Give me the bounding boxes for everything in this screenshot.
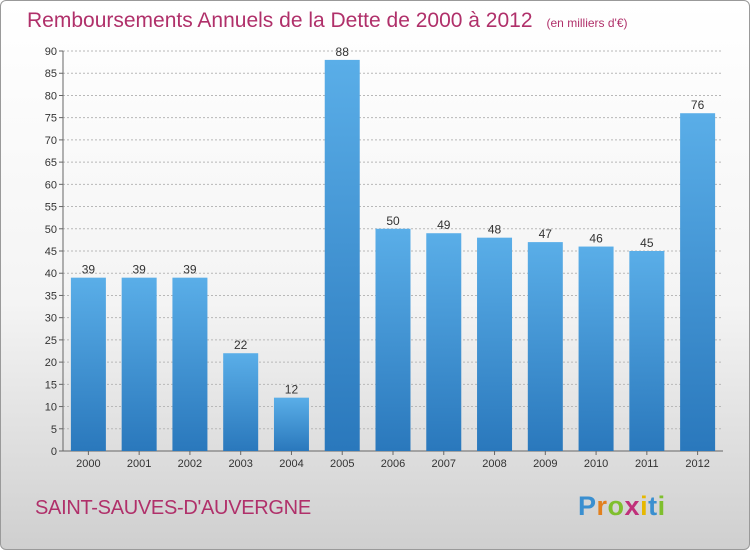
y-tick-label: 70 xyxy=(45,135,57,147)
bar-value-label: 47 xyxy=(539,227,553,241)
x-tick-label: 2000 xyxy=(76,458,100,470)
chart-unit: (en milliers d'€) xyxy=(546,16,628,30)
x-tick-label: 2006 xyxy=(381,458,405,470)
bar xyxy=(527,242,563,451)
y-tick-label: 20 xyxy=(45,357,57,369)
x-tick-label: 2009 xyxy=(533,458,557,470)
logo-letter: o xyxy=(607,491,625,521)
bar xyxy=(223,353,259,451)
logo-letter: i xyxy=(640,491,649,521)
bar-value-label: 76 xyxy=(691,98,705,112)
logo-letter: i xyxy=(657,491,666,521)
y-tick-label: 25 xyxy=(45,335,57,347)
y-tick-label: 55 xyxy=(45,202,57,214)
y-tick-label: 50 xyxy=(45,224,57,236)
bar xyxy=(426,233,462,451)
axis-layer: 0 5 10 15 20 25 30 35 40 45 50 55 60 65 70 75 80 85 90 2000… xyxy=(45,46,723,470)
y-tick-label: 75 xyxy=(45,113,57,125)
y-tick-label: 65 xyxy=(45,157,57,169)
label-layer: 39 39 39 22 12 88 50 49 48 47 46 45 76 xyxy=(82,45,705,397)
x-tick-label: 2004 xyxy=(279,458,303,470)
y-tick-label: 35 xyxy=(45,290,57,302)
bar-layer xyxy=(70,59,716,452)
bar-value-label: 12 xyxy=(285,383,299,397)
bar-value-label: 39 xyxy=(183,263,197,277)
x-tick-label: 2005 xyxy=(330,458,354,470)
logo-letter: r xyxy=(596,491,608,521)
x-tick-label: 2011 xyxy=(635,458,659,470)
bar xyxy=(70,277,106,451)
bar-value-label: 48 xyxy=(488,223,502,237)
bar xyxy=(680,113,716,451)
x-tick-label: 2003 xyxy=(228,458,252,470)
logo-letter: x xyxy=(624,491,641,521)
proxiti-logo: Proxiti xyxy=(578,491,666,522)
bar xyxy=(121,277,157,451)
x-tick-label: 2010 xyxy=(584,458,608,470)
bar xyxy=(477,237,513,451)
x-tick-label: 2008 xyxy=(482,458,506,470)
chart-title: Remboursements Annuels de la Dette de 20… xyxy=(27,9,533,32)
y-tick-label: 90 xyxy=(45,46,57,58)
bar-value-label: 22 xyxy=(234,338,248,352)
commune-name: SAINT-SAUVES-D'AUVERGNE xyxy=(35,497,311,519)
bar-value-label: 46 xyxy=(589,232,603,246)
y-tick-label: 30 xyxy=(45,313,57,325)
bar-value-label: 49 xyxy=(437,218,451,232)
y-tick-label: 80 xyxy=(45,90,57,102)
y-tick-label: 0 xyxy=(51,446,57,458)
bar-value-label: 39 xyxy=(82,263,96,277)
bar xyxy=(629,251,665,451)
bar xyxy=(578,246,614,451)
y-tick-label: 15 xyxy=(45,379,57,391)
y-tick-label: 85 xyxy=(45,68,57,80)
x-tick-label: 2002 xyxy=(178,458,202,470)
bar xyxy=(172,277,208,451)
x-tick-label: 2012 xyxy=(685,458,709,470)
x-tick-label: 2001 xyxy=(127,458,151,470)
x-tick-label: 2007 xyxy=(432,458,456,470)
logo-letter: t xyxy=(648,491,658,521)
bar xyxy=(273,397,309,451)
logo-letter: P xyxy=(578,491,597,521)
bar xyxy=(324,59,360,452)
bar-value-label: 39 xyxy=(132,263,146,277)
bar-value-label: 88 xyxy=(336,45,350,59)
bar xyxy=(375,228,411,451)
y-tick-label: 45 xyxy=(45,246,57,258)
y-tick-label: 5 xyxy=(51,424,57,436)
y-tick-label: 60 xyxy=(45,179,57,191)
y-tick-label: 40 xyxy=(45,268,57,280)
y-tick-label: 10 xyxy=(45,402,57,414)
bar-value-label: 45 xyxy=(640,236,654,250)
bar-value-label: 50 xyxy=(386,214,400,228)
title-row: Remboursements Annuels de la Dette de 20… xyxy=(27,9,628,33)
